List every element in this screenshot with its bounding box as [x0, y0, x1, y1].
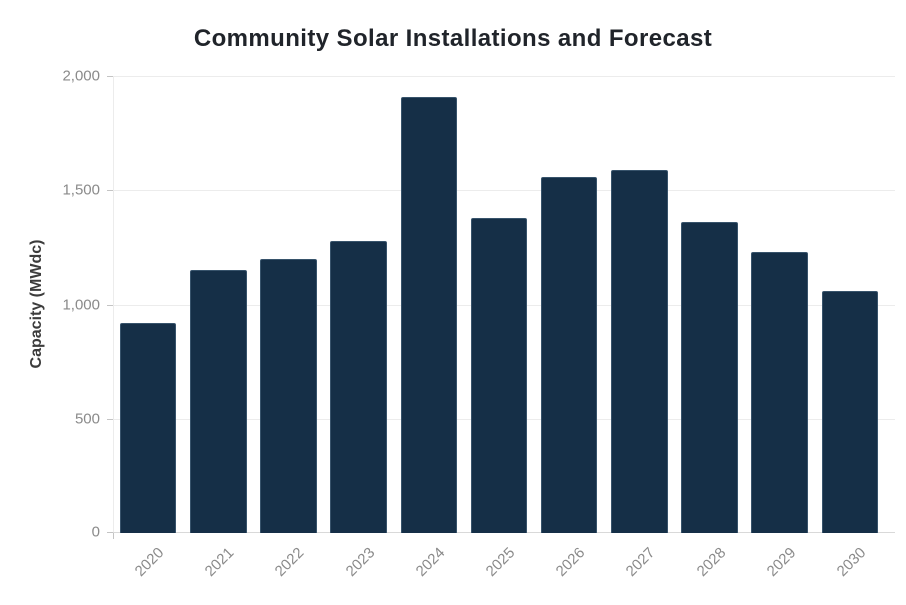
x-tick-label: 2029 [763, 544, 800, 580]
gridline [113, 76, 895, 77]
gridline [113, 190, 895, 192]
x-tick-label: 2027 [623, 544, 659, 580]
y-tick-mark [107, 304, 113, 306]
bar-2029 [751, 251, 808, 533]
bar-2025 [470, 217, 528, 533]
bar-2030 [821, 290, 879, 533]
x-tick-label: 2022 [272, 544, 308, 580]
x-tick-label: 2023 [342, 544, 378, 580]
x-tick-label: 2028 [693, 544, 729, 580]
y-tick-mark [107, 418, 113, 420]
plot-area: 0 500 1,000 1,500 2,000 2020 2021 2022 2023 2024… [62, 69, 895, 580]
y-tick-label: 2,000 [62, 67, 100, 85]
chart-title: Community Solar Installations and Foreca… [193, 25, 713, 52]
bar-2024 [400, 96, 458, 533]
y-tick-mark [107, 190, 113, 192]
bar-2023 [330, 240, 387, 533]
x-tick-label: 2026 [552, 544, 589, 580]
x-tick-label: 2020 [131, 544, 168, 580]
bar-2026 [540, 176, 598, 533]
y-tick-label: 1,500 [62, 181, 100, 199]
bar-2021 [190, 270, 247, 533]
y-tick-mark [107, 532, 113, 533]
x-tick-label: 2025 [482, 544, 519, 580]
bar-2027 [611, 169, 668, 533]
bar-2022 [260, 258, 317, 533]
y-tick-label: 1,000 [62, 296, 100, 313]
y-tick-mark [107, 76, 113, 77]
x-tick-label: 2021 [201, 544, 238, 580]
bar-2028 [681, 222, 738, 533]
y-tick-label: 500 [74, 410, 100, 428]
bar-2020 [119, 322, 177, 533]
x-axis-origin-tick [113, 533, 114, 539]
x-tick-label: 2024 [412, 544, 449, 580]
y-tick-label: 0 [91, 523, 100, 541]
x-tick-label: 2030 [833, 544, 870, 580]
